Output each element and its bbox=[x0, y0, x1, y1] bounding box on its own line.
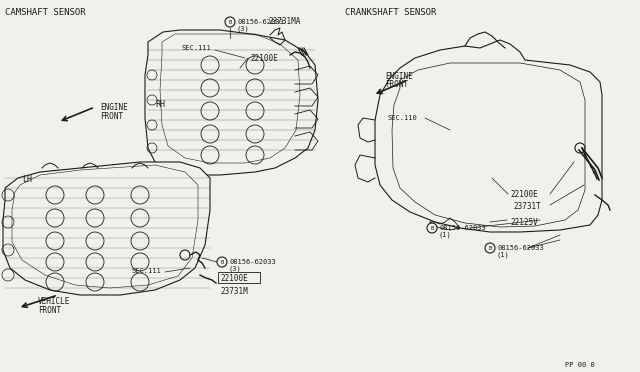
Text: SEC.110: SEC.110 bbox=[388, 115, 418, 121]
Bar bbox=[218, 272, 260, 283]
Text: 23731T: 23731T bbox=[513, 202, 541, 211]
Text: B: B bbox=[228, 19, 232, 25]
Text: CRANKSHAFT SENSOR: CRANKSHAFT SENSOR bbox=[345, 8, 436, 17]
Text: 08156-62033: 08156-62033 bbox=[439, 225, 486, 231]
Polygon shape bbox=[3, 162, 210, 295]
Bar bbox=[248, 52, 290, 63]
Text: PP 00 0: PP 00 0 bbox=[565, 362, 595, 368]
Text: VEHICLE: VEHICLE bbox=[38, 297, 70, 306]
Text: FRONT: FRONT bbox=[38, 306, 61, 315]
Text: 23731M: 23731M bbox=[220, 287, 248, 296]
Text: (1): (1) bbox=[439, 232, 452, 238]
Polygon shape bbox=[145, 30, 318, 175]
Text: 08156-62033: 08156-62033 bbox=[237, 19, 284, 25]
Text: 22100E: 22100E bbox=[250, 54, 278, 63]
Text: SEC.111: SEC.111 bbox=[182, 45, 212, 51]
Text: (3): (3) bbox=[229, 266, 242, 272]
Circle shape bbox=[485, 243, 495, 253]
Text: 23731MA: 23731MA bbox=[268, 17, 300, 26]
Polygon shape bbox=[375, 40, 602, 232]
Text: ENGINE: ENGINE bbox=[100, 103, 128, 112]
Circle shape bbox=[427, 223, 437, 233]
Text: 08156-62033: 08156-62033 bbox=[229, 259, 276, 265]
Circle shape bbox=[217, 257, 227, 267]
Text: FRONT: FRONT bbox=[100, 112, 123, 121]
Text: 22100E: 22100E bbox=[220, 274, 248, 283]
Text: RH: RH bbox=[155, 100, 165, 109]
Text: CAMSHAFT SENSOR: CAMSHAFT SENSOR bbox=[5, 8, 86, 17]
Bar bbox=[508, 188, 550, 199]
Text: ENGINE: ENGINE bbox=[385, 72, 413, 81]
Circle shape bbox=[225, 17, 235, 27]
Text: B: B bbox=[488, 246, 492, 250]
Text: FRONT: FRONT bbox=[385, 80, 408, 89]
Text: B: B bbox=[220, 260, 223, 264]
Text: 08156-62033: 08156-62033 bbox=[497, 245, 544, 251]
Text: 22100E: 22100E bbox=[510, 190, 538, 199]
Text: B: B bbox=[430, 225, 434, 231]
Text: 22125V: 22125V bbox=[510, 218, 538, 227]
Text: LH: LH bbox=[22, 175, 32, 184]
Text: SEC.111: SEC.111 bbox=[132, 268, 162, 274]
Text: (1): (1) bbox=[497, 252, 509, 258]
Text: (3): (3) bbox=[237, 26, 250, 32]
